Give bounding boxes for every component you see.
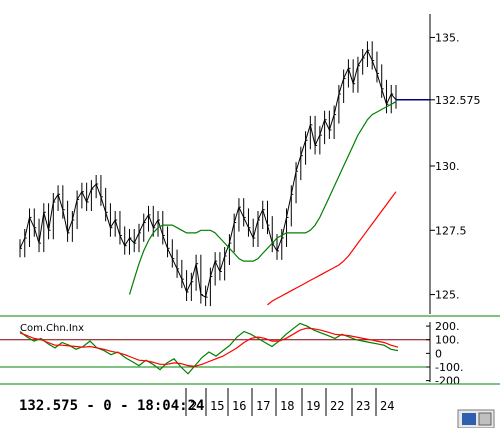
- indicator-tick-label: 0: [435, 347, 442, 360]
- price-tick-label: 132.575: [435, 94, 481, 107]
- indicator-tick-label: -200: [435, 375, 460, 388]
- indicator-axis: 200.100.0-100.-200: [426, 320, 463, 388]
- indicator-title: Com.Chn.Inx: [20, 323, 84, 334]
- price-series-line: [19, 49, 397, 298]
- price-tick-label: 127.5: [435, 224, 467, 237]
- date-label: 16: [232, 399, 246, 413]
- date-label: 23: [356, 399, 370, 413]
- price-panel[interactable]: [19, 41, 430, 307]
- indicator-tick-label: 100.: [435, 334, 460, 347]
- corner-toolbar-icon[interactable]: [457, 409, 495, 428]
- indicator-panel[interactable]: [0, 322, 430, 375]
- cci-signal-line: [19, 327, 399, 367]
- date-label: 24: [380, 399, 394, 413]
- ma-fast-line: [128, 101, 397, 295]
- price-tick-label: 135.: [435, 31, 460, 44]
- date-label: 18: [280, 399, 294, 413]
- date-label: 19: [306, 399, 320, 413]
- cci-line: [19, 322, 399, 375]
- indicator-tick-label: -100.: [435, 361, 463, 374]
- price-axis: 135. 132.575 130. 127.5 125.: [429, 14, 481, 314]
- ma-slow-line: [267, 191, 397, 306]
- indicator-tick-label: 200.: [435, 320, 460, 333]
- price-tick-label: 125.: [435, 289, 460, 302]
- date-label: 22: [330, 399, 344, 413]
- date-label: 2: [190, 399, 197, 413]
- date-label: 17: [256, 399, 270, 413]
- date-axis: 2 15 16 17 18 19 22 23 24: [185, 388, 394, 416]
- price-tick-label: 130.: [435, 160, 460, 173]
- price-time-readout: 132.575 - 0 - 18:04:24: [19, 398, 204, 414]
- date-label: 15: [210, 399, 224, 413]
